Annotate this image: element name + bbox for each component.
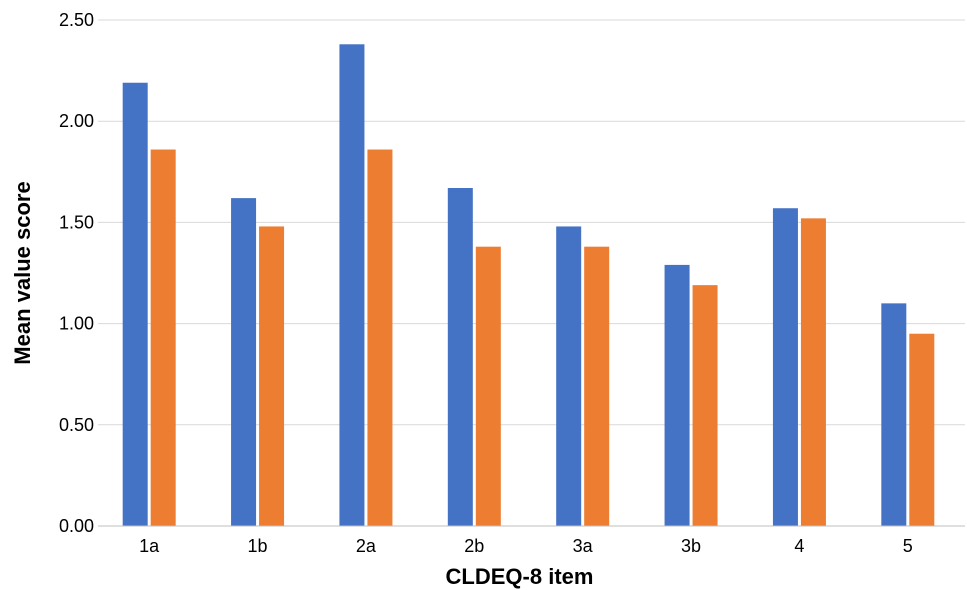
x-tick-label: 3b <box>681 536 701 556</box>
bar-3b-series-2 <box>692 285 718 526</box>
x-tick-label: 1b <box>248 536 268 556</box>
x-tick-label: 5 <box>903 536 913 556</box>
bar-5-series-1 <box>881 303 907 526</box>
bar-1a-series-1 <box>122 82 148 526</box>
y-tick-label: 0.00 <box>59 516 94 536</box>
y-tick-label: 2.50 <box>59 10 94 30</box>
y-tick-label: 1.00 <box>59 314 94 334</box>
y-tick-label: 2.00 <box>59 111 94 131</box>
bar-1b-series-2 <box>259 226 285 526</box>
bar-5-series-2 <box>909 333 935 526</box>
bars <box>122 44 935 527</box>
bar-3a-series-2 <box>584 246 610 527</box>
x-axis-title: CLDEQ-8 item <box>446 564 594 589</box>
y-axis-ticks: 0.00 0.50 1.00 1.50 2.00 2.50 <box>59 10 94 536</box>
x-tick-label: 2a <box>356 536 377 556</box>
bar-3b-series-1 <box>664 264 690 526</box>
bar-2b-series-2 <box>475 246 501 527</box>
bar-4-series-2 <box>800 218 826 527</box>
gridlines <box>98 19 965 426</box>
x-tick-label: 1a <box>139 536 160 556</box>
bar-2a-series-2 <box>367 149 393 526</box>
bar-4-series-1 <box>772 208 798 526</box>
x-tick-label: 4 <box>794 536 804 556</box>
bar-2b-series-1 <box>447 187 473 526</box>
x-tick-label: 3a <box>573 536 594 556</box>
x-tick-label: 2b <box>464 536 484 556</box>
bar-2a-series-1 <box>339 44 365 527</box>
bar-1a-series-2 <box>150 149 176 526</box>
y-axis-title: Mean value score <box>10 181 35 364</box>
bar-1b-series-1 <box>231 198 257 526</box>
x-axis-ticks: 1a 1b 2a 2b 3a 3b 4 5 <box>139 536 913 556</box>
y-tick-label: 0.50 <box>59 415 94 435</box>
y-tick-label: 1.50 <box>59 212 94 232</box>
bar-3a-series-1 <box>556 226 582 526</box>
